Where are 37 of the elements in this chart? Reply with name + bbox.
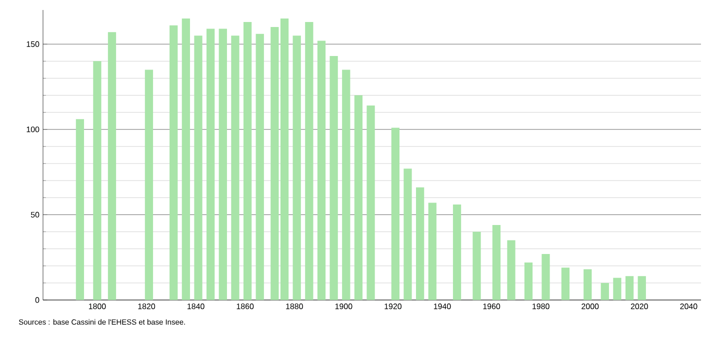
bar bbox=[182, 18, 190, 300]
bar bbox=[270, 27, 279, 300]
bar bbox=[524, 262, 533, 300]
bar bbox=[330, 56, 338, 300]
bar bbox=[354, 95, 363, 300]
bar bbox=[507, 240, 516, 300]
bar bbox=[305, 22, 314, 300]
bar bbox=[144, 70, 154, 300]
bar bbox=[584, 269, 592, 300]
bar bbox=[256, 34, 264, 300]
bar bbox=[231, 36, 240, 300]
bar bbox=[292, 36, 301, 300]
bar bbox=[206, 28, 215, 300]
bar bbox=[108, 32, 116, 300]
bar bbox=[452, 204, 462, 300]
bar bbox=[280, 18, 289, 300]
bar bbox=[243, 22, 252, 300]
bar bbox=[93, 61, 102, 300]
bar bbox=[218, 28, 227, 300]
bar bbox=[170, 25, 178, 300]
bar bbox=[366, 106, 375, 300]
bar bbox=[194, 36, 202, 300]
bar bbox=[317, 40, 326, 300]
bar bbox=[600, 282, 609, 300]
bar bbox=[625, 276, 634, 300]
bar bbox=[391, 128, 400, 300]
bar bbox=[613, 278, 622, 300]
bar bbox=[472, 232, 481, 300]
bar bbox=[416, 187, 424, 300]
bar bbox=[428, 202, 436, 300]
bar bbox=[542, 254, 550, 300]
bar bbox=[492, 224, 501, 300]
bar bbox=[76, 119, 84, 300]
bar bbox=[561, 268, 570, 300]
bar bbox=[342, 70, 350, 300]
bar bbox=[404, 168, 412, 300]
bar bbox=[638, 276, 646, 300]
